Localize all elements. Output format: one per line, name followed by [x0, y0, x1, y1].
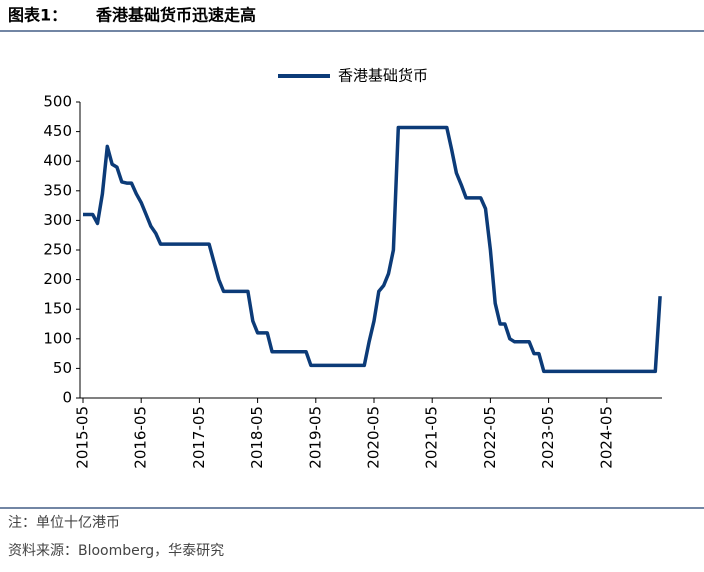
- x-tick-label: 2024-05: [597, 406, 615, 469]
- figure-label: 图表1：: [8, 6, 67, 25]
- chart-title: 香港基础货币迅速走高: [95, 6, 256, 25]
- y-tick-label: 300: [43, 211, 72, 229]
- legend-label: 香港基础货币: [338, 67, 428, 85]
- source: 资料来源：Bloomberg，华泰研究: [8, 543, 224, 559]
- note: 注：单位十亿港币: [8, 515, 120, 531]
- y-tick-label: 200: [43, 270, 72, 288]
- y-tick-label: 0: [62, 389, 72, 407]
- x-tick-label: 2019-05: [306, 406, 324, 469]
- y-tick-label: 50: [53, 359, 72, 377]
- series-line: [83, 125, 662, 374]
- y-tick-label: 100: [43, 329, 72, 347]
- x-tick-label: 2022-05: [481, 406, 499, 469]
- y-tick-label: 500: [43, 93, 72, 111]
- y-tick-label: 450: [43, 122, 72, 140]
- x-tick-label: 2016-05: [132, 406, 150, 469]
- x-tick-label: 2020-05: [365, 406, 383, 469]
- y-tick-label: 400: [43, 152, 72, 170]
- y-tick-label: 250: [43, 241, 72, 259]
- x-tick-label: 2023-05: [539, 406, 557, 469]
- y-tick-label: 350: [43, 181, 72, 199]
- x-tick-label: 2017-05: [190, 406, 208, 469]
- x-tick-label: 2021-05: [423, 406, 441, 469]
- x-tick-label: 2018-05: [248, 406, 266, 469]
- x-tick-label: 2015-05: [74, 406, 92, 469]
- y-tick-label: 150: [43, 300, 72, 318]
